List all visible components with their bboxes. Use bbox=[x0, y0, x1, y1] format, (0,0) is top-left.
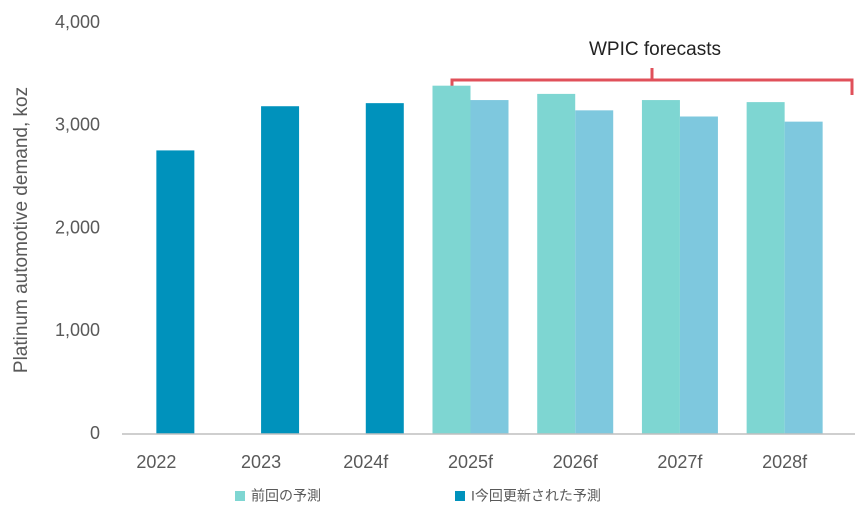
bar bbox=[261, 106, 300, 434]
bar bbox=[432, 85, 471, 435]
y-tick-label: 3,000 bbox=[55, 115, 100, 135]
x-tick-label: 2028f bbox=[762, 452, 808, 472]
bar bbox=[156, 150, 195, 434]
y-axis-label: Platinum automotive demand, koz bbox=[11, 87, 32, 373]
bar bbox=[575, 110, 614, 435]
y-tick-label: 4,000 bbox=[55, 12, 100, 32]
legend-label: 前回の予測 bbox=[251, 488, 321, 504]
x-tick-label: 2025f bbox=[448, 452, 494, 472]
legend-swatch bbox=[235, 491, 245, 501]
x-tick-label: 2027f bbox=[657, 452, 703, 472]
x-tick-label: 2024f bbox=[343, 452, 389, 472]
legend-label: I今回更新された予測 bbox=[471, 488, 601, 504]
forecast-bracket bbox=[450, 68, 854, 95]
bar bbox=[746, 102, 785, 435]
bar bbox=[537, 93, 576, 435]
y-tick-label: 1,000 bbox=[55, 320, 100, 340]
x-tick-label: 2022 bbox=[136, 452, 176, 472]
annotation: WPIC forecasts bbox=[589, 39, 721, 60]
bar bbox=[641, 100, 680, 434]
x-tick-label: 2023 bbox=[241, 452, 281, 472]
x-tick-label: 2026f bbox=[553, 452, 599, 472]
y-tick-label: 0 bbox=[90, 423, 100, 443]
bar bbox=[365, 103, 404, 435]
bar bbox=[679, 116, 718, 434]
bar bbox=[470, 100, 509, 434]
bar bbox=[784, 121, 823, 434]
y-tick-label: 2,000 bbox=[55, 217, 100, 237]
legend-swatch bbox=[455, 491, 465, 501]
